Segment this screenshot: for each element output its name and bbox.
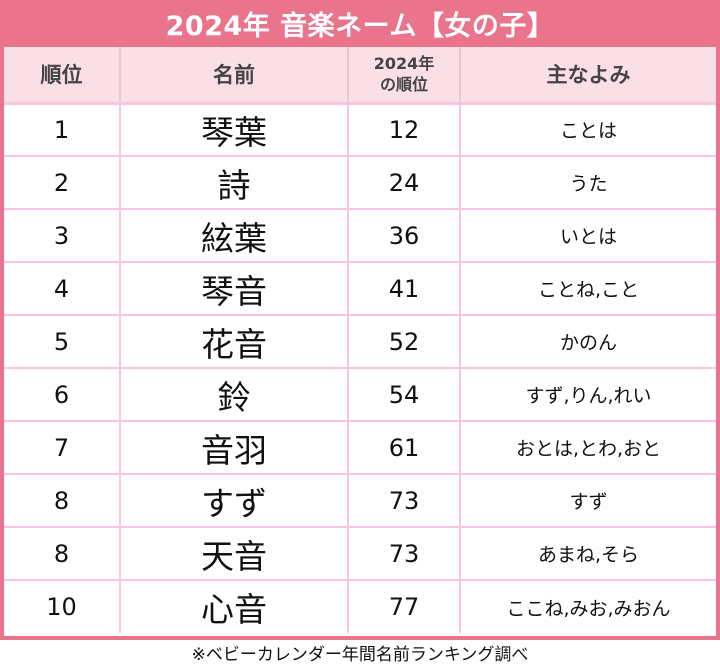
rank-cell: 4 (4, 262, 121, 316)
name-cell: 花音 (120, 315, 349, 369)
header-rank: 順位 (4, 47, 121, 105)
reading-cell: ことは (460, 103, 716, 157)
reading-cell: あまね,そら (460, 527, 716, 581)
prev-rank-cell: 61 (348, 421, 461, 475)
rank-cell: 7 (4, 421, 121, 475)
table-row: 3 絃葉 36 いとは (4, 209, 716, 263)
reading-cell: おとは,とわ,おと (460, 421, 716, 475)
reading-cell: うた (460, 156, 716, 210)
rank-cell: 8 (4, 527, 121, 581)
name-cell: すず (120, 474, 349, 528)
rank-cell: 3 (4, 209, 121, 263)
name-cell: 鈴 (120, 368, 349, 422)
name-cell: 詩 (120, 156, 349, 210)
table-row: 8 天音 73 あまね,そら (4, 527, 716, 581)
header-reading: 主なよみ (460, 47, 716, 105)
prev-rank-cell: 77 (348, 580, 461, 633)
reading-cell: ここね,みお,みおん (506, 597, 671, 620)
name-cell: 音羽 (120, 421, 349, 475)
reading-cell: すず,りん,れい (460, 368, 716, 422)
rank-cell: 2 (4, 156, 121, 210)
table-row: 6 鈴 54 すず,りん,れい (4, 368, 716, 422)
header-row: 順位 名前 2024年 の順位 主なよみ (4, 47, 716, 105)
table-row: 2 詩 24 うた (4, 156, 716, 210)
name-cell: 琴葉 (120, 103, 349, 157)
rank-cell: 8 (4, 474, 121, 528)
reading-cell: いとは (460, 209, 716, 263)
table-row: 5 花音 52 かのん (4, 315, 716, 369)
table-row: 4 琴音 41 ことね,こと (4, 262, 716, 316)
prev-rank-cell: 12 (348, 103, 461, 157)
rank-cell: 1 (4, 103, 121, 157)
prev-rank-cell: 36 (348, 209, 461, 263)
ranking-table: 順位 名前 2024年 の順位 主なよみ 1 琴葉 12 ことは 2 詩 24 … (4, 47, 716, 633)
name-cell: 琴音 (120, 262, 349, 316)
name-cell: 絃葉 (120, 209, 349, 263)
table-row: 10 心音 77 ここね,みお,みおん (4, 580, 716, 633)
ranking-table-frame: 2024年 音楽ネーム【女の子】 順位 名前 2024年 の順位 主なよみ 1 … (0, 0, 720, 640)
header-prev-rank: 2024年 の順位 (348, 47, 461, 105)
rank-cell: 6 (4, 368, 121, 422)
reading-cell: ことね,こと (460, 262, 716, 316)
prev-rank-cell: 73 (348, 474, 461, 528)
reading-cell: かのん (460, 315, 716, 369)
name-cell: 天音 (120, 527, 349, 581)
rank-cell: 5 (4, 315, 121, 369)
header-prev-rank-line2: の順位 (379, 75, 428, 95)
table-row: 1 琴葉 12 ことは (4, 103, 716, 157)
prev-rank-cell: 41 (348, 262, 461, 316)
table-row: 8 すず 73 すず (4, 474, 716, 528)
prev-rank-cell: 73 (348, 527, 461, 581)
reading-cell: すず (460, 474, 716, 528)
source-note: ※ベビーカレンダー年間名前ランキング調べ (191, 645, 529, 665)
header-name: 名前 (120, 47, 349, 105)
table-title: 2024年 音楽ネーム【女の子】 (4, 0, 716, 47)
prev-rank-cell: 54 (348, 368, 461, 422)
prev-rank-cell: 52 (348, 315, 461, 369)
table-row: 7 音羽 61 おとは,とわ,おと (4, 421, 716, 475)
prev-rank-cell: 24 (348, 156, 461, 210)
name-cell: 心音 (120, 580, 349, 633)
header-prev-rank-line1: 2024年 (373, 54, 435, 74)
rank-cell: 10 (4, 580, 121, 633)
